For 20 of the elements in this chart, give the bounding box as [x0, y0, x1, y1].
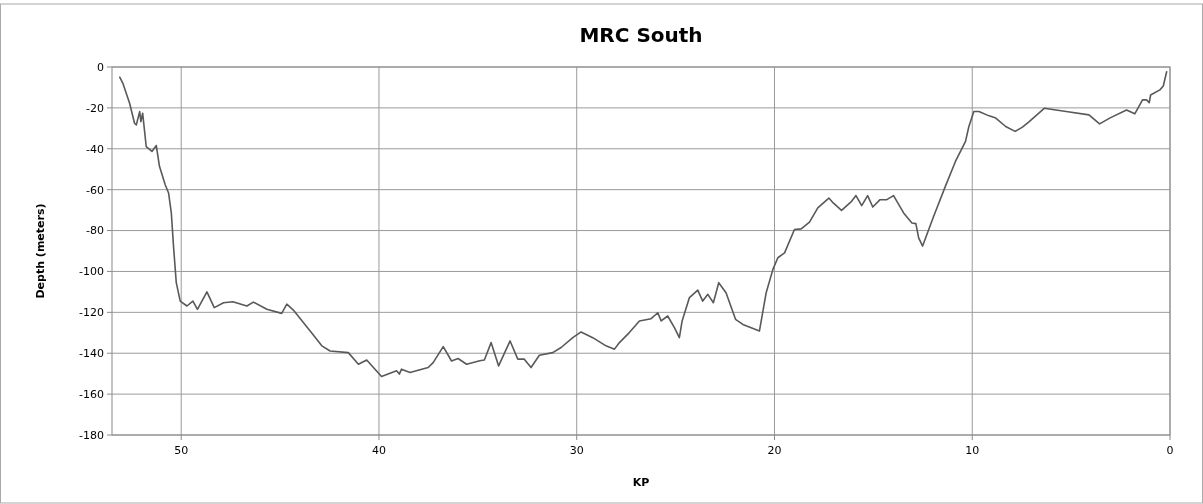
- x-tick-label: 10: [965, 444, 980, 457]
- x-tick-label: 40: [371, 444, 386, 457]
- x-tick-label: 50: [174, 444, 189, 457]
- y-tick-label: -20: [86, 101, 104, 115]
- x-tick-label: 20: [767, 444, 782, 457]
- y-tick-label: 0: [97, 60, 104, 74]
- y-tick-label: -60: [86, 183, 104, 197]
- chart-title: MRC South: [579, 23, 703, 47]
- line-series: [118, 70, 1168, 378]
- y-tick-label: -120: [79, 306, 104, 320]
- y-tick-label: -160: [79, 387, 104, 401]
- y-axis-title: Depth (meters): [34, 203, 47, 299]
- y-tick-label: -100: [79, 265, 104, 279]
- x-tick-label: 0: [1166, 444, 1174, 457]
- y-tick-label: -40: [86, 142, 104, 156]
- x-tick-label: 30: [569, 444, 584, 457]
- y-tick-label: -180: [79, 428, 104, 442]
- x-axis-title: KP: [632, 476, 650, 489]
- y-tick-label: -80: [86, 224, 104, 238]
- y-tick-label: -140: [79, 347, 104, 361]
